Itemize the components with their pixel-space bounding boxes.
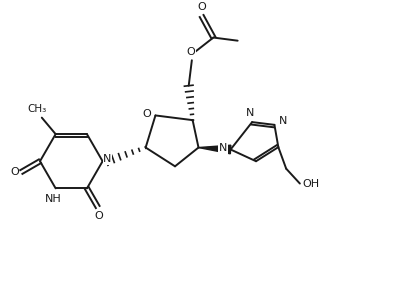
- Text: O: O: [197, 3, 206, 12]
- Text: O: O: [187, 47, 195, 57]
- Text: N: N: [279, 116, 287, 126]
- Text: O: O: [10, 167, 19, 177]
- Text: CH₃: CH₃: [27, 104, 47, 114]
- Text: NH: NH: [45, 194, 62, 204]
- Text: OH: OH: [302, 179, 320, 189]
- Text: N: N: [219, 143, 227, 153]
- Text: O: O: [94, 211, 103, 221]
- Text: O: O: [143, 109, 151, 119]
- Polygon shape: [198, 145, 231, 154]
- Text: N: N: [103, 154, 112, 164]
- Text: N: N: [246, 109, 254, 118]
